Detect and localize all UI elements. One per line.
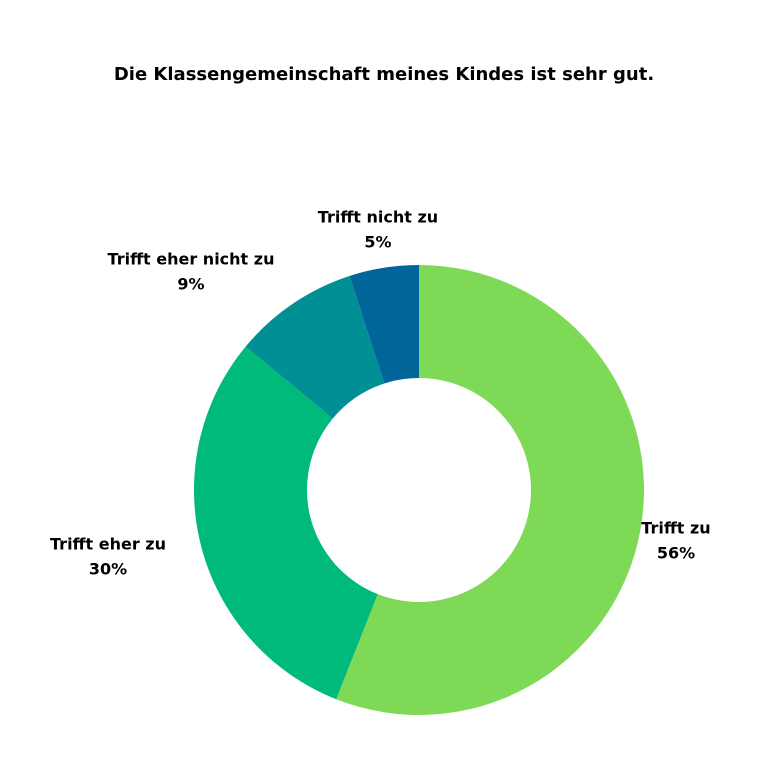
slice-value-label: 5% <box>364 233 391 252</box>
slice-value-label: 30% <box>89 560 127 579</box>
donut-slice <box>349 265 419 384</box>
slice-label: Trifft zu <box>641 519 710 538</box>
donut-slice <box>245 276 385 419</box>
chart-title: Die Klassengemeinschaft meines Kindes is… <box>114 64 654 85</box>
donut-slice <box>336 265 644 715</box>
slice-value-label: 56% <box>657 544 695 563</box>
slice-label: Trifft nicht zu <box>318 208 438 227</box>
slice-label: Trifft eher nicht zu <box>108 250 275 269</box>
donut-slice <box>193 346 378 700</box>
slice-value-label: 9% <box>177 275 204 294</box>
slice-label: Trifft eher zu <box>50 535 166 554</box>
